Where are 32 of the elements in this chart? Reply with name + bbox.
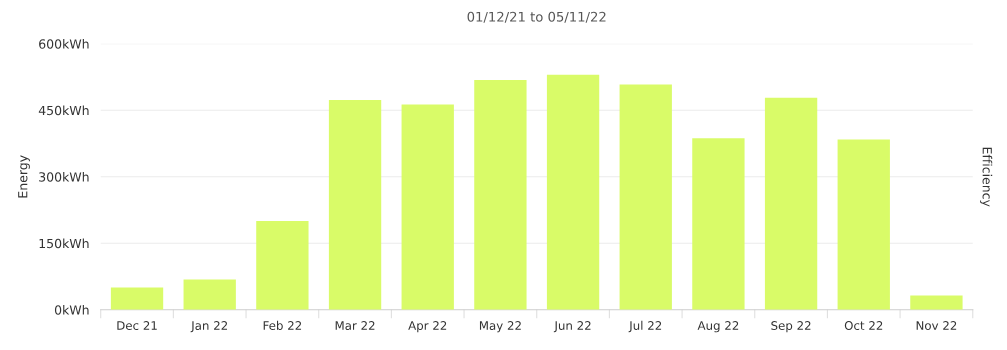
x-tick-label: Nov 22: [916, 321, 957, 330]
x-tick-label: Jul 22: [628, 320, 662, 333]
x-tick-label: Sep 22: [771, 321, 811, 333]
x-tick-label: May 22: [479, 321, 521, 333]
x-tick-label: Apr 22: [408, 321, 447, 333]
y2-axis-title: Efficiency: [980, 147, 993, 207]
x-tick-label: Aug 22: [697, 321, 739, 333]
y-tick-label: 300kWh: [39, 172, 89, 182]
chart-title: 01/12/21 to 05/11/22: [467, 11, 606, 23]
bar: [474, 80, 527, 310]
x-tick-label: Feb 22: [263, 320, 302, 330]
bar: [401, 104, 454, 310]
x-tick-label: Jun 22: [553, 321, 591, 333]
y-tick-label: 150kWh: [39, 238, 89, 249]
bar: [837, 139, 890, 310]
bar: [692, 138, 745, 310]
x-tick-label: Oct 22: [844, 321, 883, 330]
x-tick-label: Jan 22: [190, 321, 228, 333]
y-tick-label: 600kWh: [39, 39, 89, 49]
bar: [256, 221, 309, 310]
x-tick-label: Mar 22: [335, 321, 375, 330]
bar: [619, 84, 672, 310]
y-tick-label: 0kWh: [54, 305, 89, 315]
bar: [328, 100, 382, 310]
y-axis-title: Energy: [18, 155, 30, 198]
bar: [546, 74, 600, 310]
bar: [183, 279, 236, 310]
y-tick-label: 450kWh: [38, 105, 89, 116]
bar: [910, 295, 963, 310]
x-tick-label: Dec 21: [117, 321, 157, 330]
bar: [110, 287, 164, 310]
bar: [764, 97, 818, 310]
